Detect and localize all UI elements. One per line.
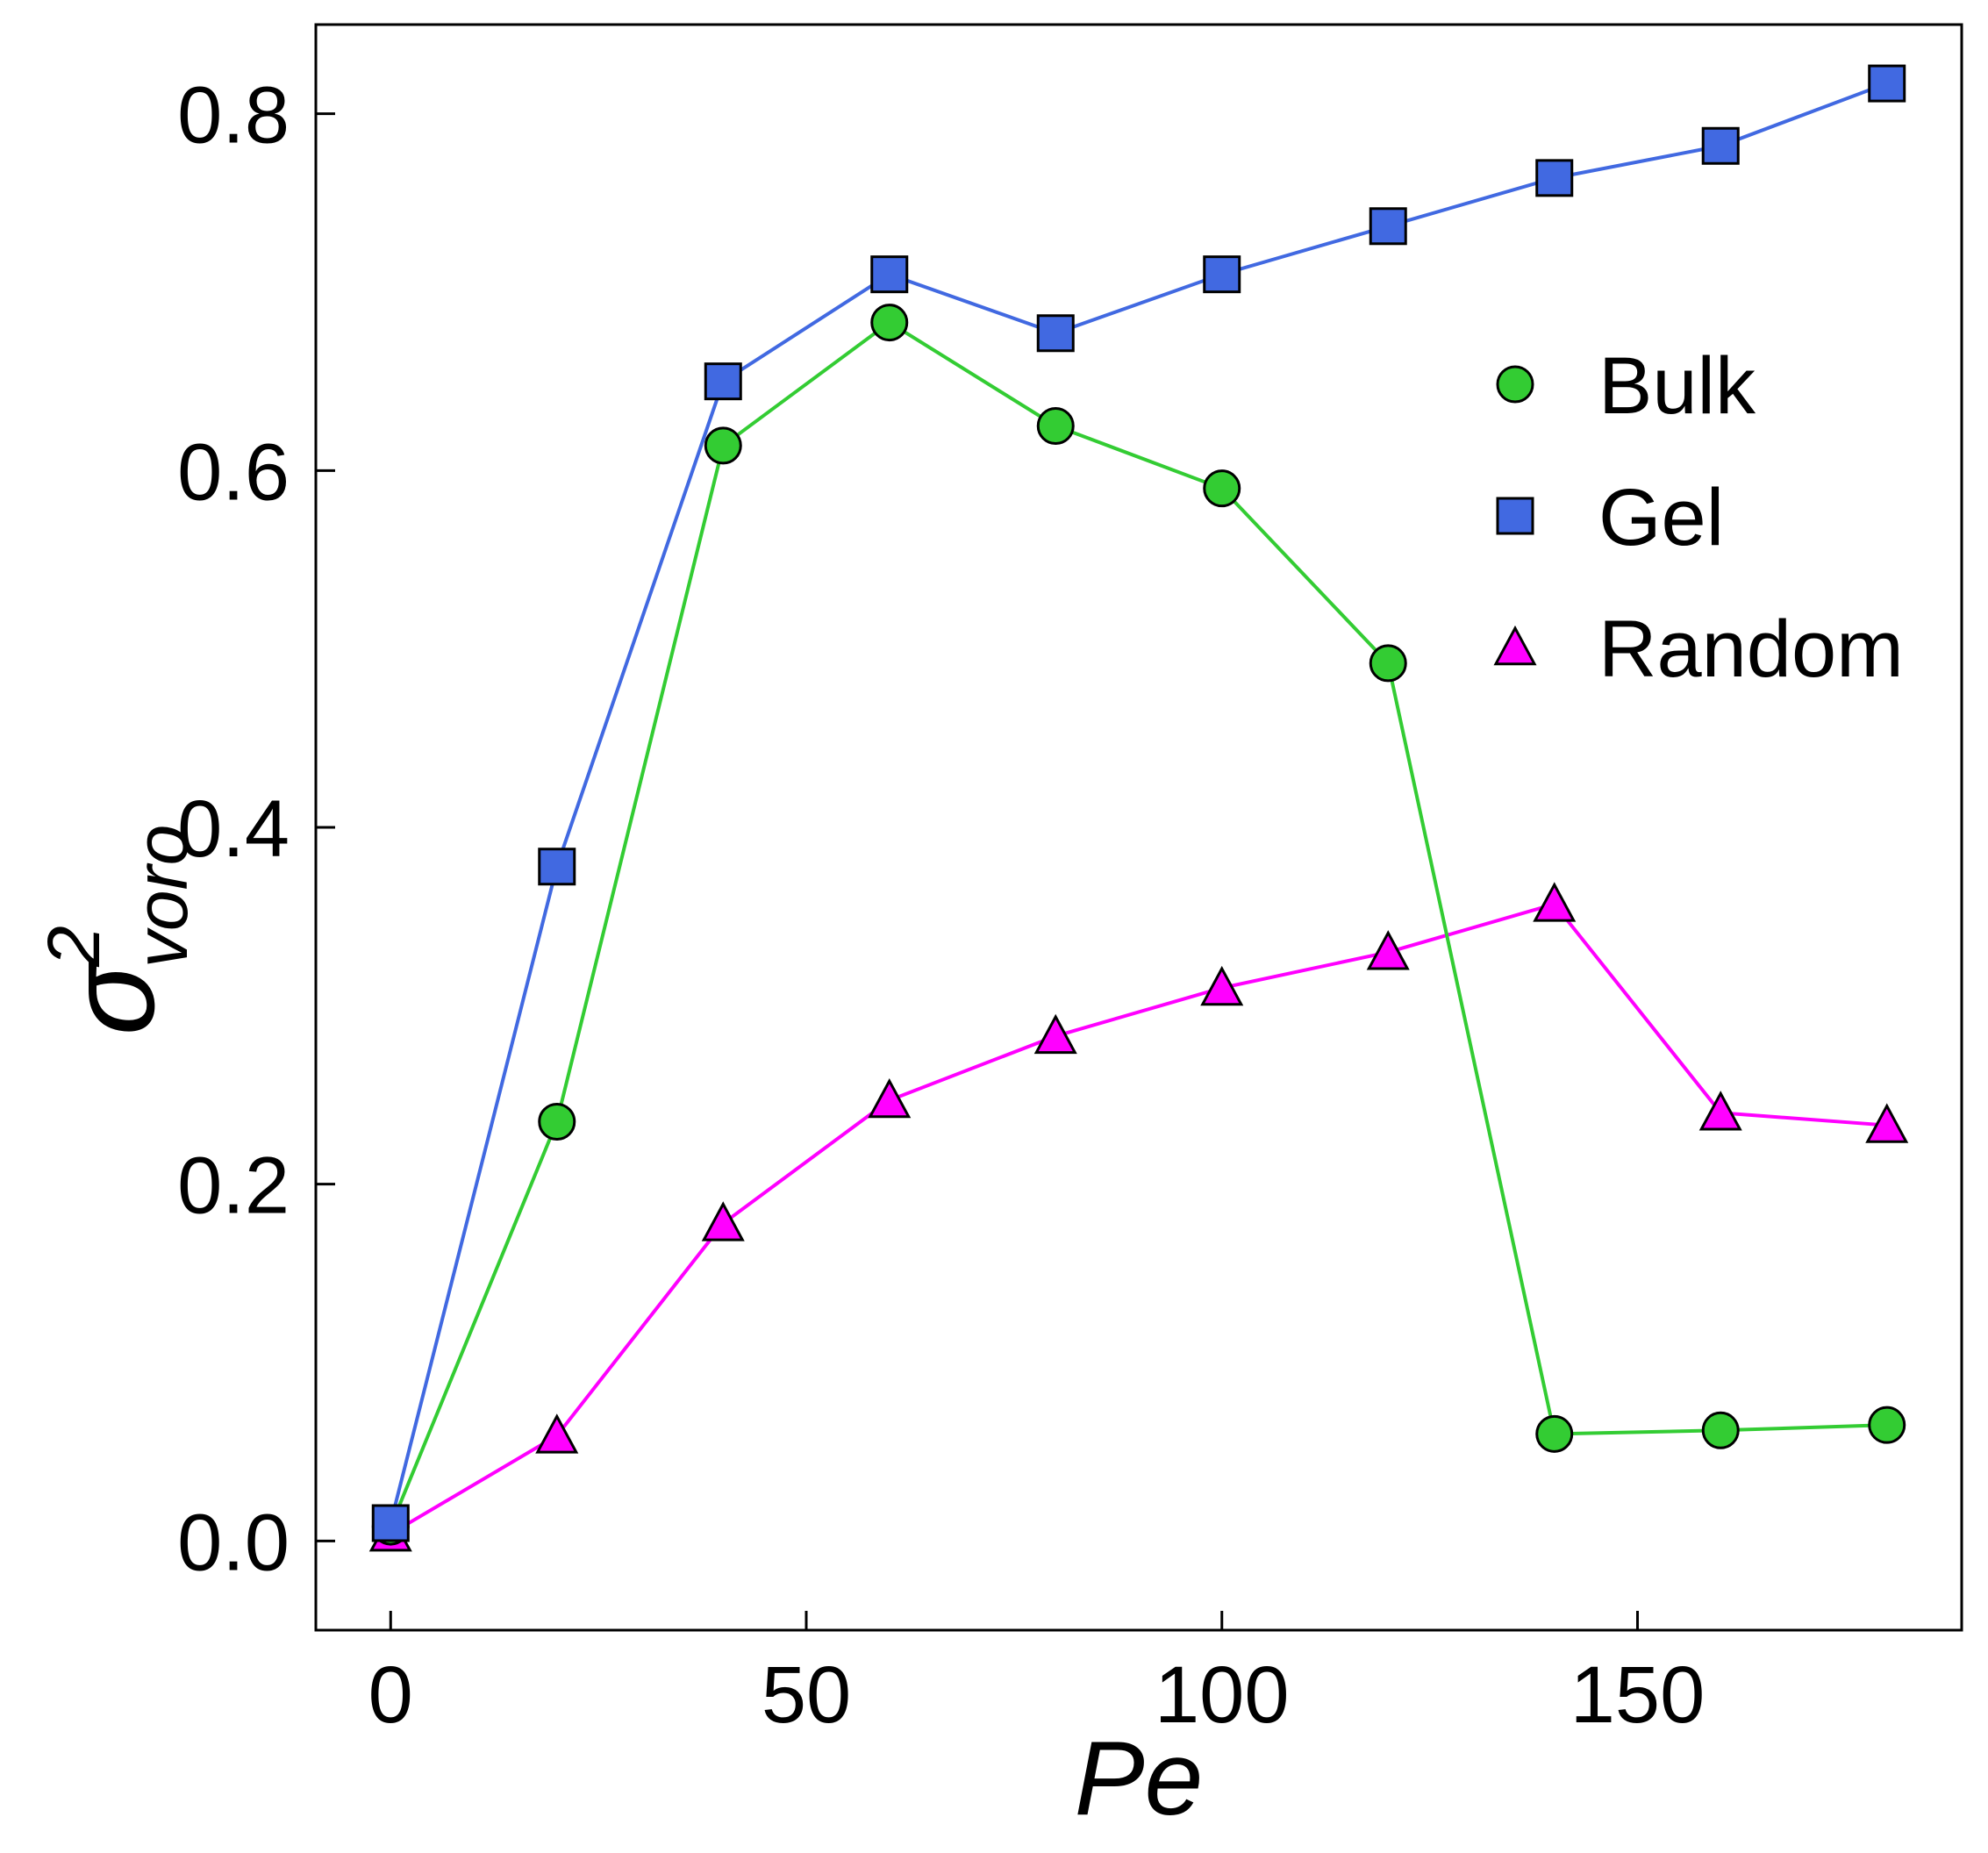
- x-tick-label: 150: [1570, 1650, 1706, 1740]
- series-line-gel: [389, 82, 1888, 1524]
- data-point-random: [1865, 1103, 1909, 1143]
- legend-marker-gel: [1496, 497, 1534, 535]
- data-point-random: [1033, 1013, 1077, 1055]
- data-point-gel: [538, 848, 576, 886]
- data-point-gel: [1535, 159, 1574, 197]
- data-point-gel: [371, 1504, 410, 1542]
- y-axis-title: σ2voro: [32, 825, 203, 1036]
- y-tick-label: 0.2: [177, 1141, 290, 1231]
- data-point-random: [1533, 882, 1577, 922]
- data-point-bulk: [538, 1103, 576, 1141]
- x-tick-label: 100: [1155, 1650, 1290, 1740]
- y-axis-title-base: σ: [42, 957, 180, 1035]
- x-tick-label: 50: [762, 1650, 851, 1740]
- legend-marker-random: [1493, 625, 1537, 666]
- data-point-gel: [1203, 255, 1241, 294]
- series-lines: [389, 82, 1888, 1535]
- legend-label-gel: Gel: [1598, 473, 1724, 562]
- data-point-random: [1698, 1091, 1742, 1131]
- plot-frame: [314, 23, 1963, 1632]
- data-point-random: [535, 1413, 579, 1454]
- data-point-random: [868, 1077, 912, 1119]
- data-point-random: [701, 1201, 745, 1241]
- data-point-random: [1366, 930, 1410, 970]
- y-tick-label: 0.0: [177, 1498, 290, 1587]
- data-point-bulk: [1203, 469, 1241, 508]
- axes: 0 50 100 150 0.0 0.2 0.4 0.6 0.8: [177, 23, 1963, 1740]
- legend-label-bulk: Bulk: [1598, 341, 1756, 431]
- data-point-bulk: [1369, 644, 1407, 683]
- data-point-random: [1200, 965, 1244, 1006]
- data-point-gel: [1868, 64, 1906, 103]
- series-markers: [368, 64, 1909, 1552]
- series-line-random: [390, 902, 1887, 1535]
- data-point-bulk: [1701, 1411, 1740, 1449]
- y-tick-label: 0.8: [177, 71, 290, 161]
- legend-label-random: Random: [1598, 605, 1904, 694]
- y-tick-label: 0.4: [177, 784, 290, 874]
- legend: Bulk Gel Random: [1493, 341, 1904, 694]
- data-point-gel: [1701, 126, 1740, 165]
- data-point-gel: [870, 255, 909, 294]
- data-point-gel: [704, 362, 742, 401]
- series-line-bulk: [389, 320, 1887, 1527]
- x-axis-title: Pe: [1075, 1720, 1204, 1837]
- data-point-bulk: [1535, 1414, 1574, 1453]
- data-point-gel: [1036, 314, 1075, 353]
- y-axis-title-subscript: voro: [120, 825, 203, 968]
- data-point-gel: [1369, 207, 1407, 246]
- data-point-bulk: [1868, 1406, 1906, 1444]
- x-tick-label: 0: [368, 1650, 413, 1740]
- y-tick-label: 0.6: [177, 427, 290, 517]
- y-axis-title-superscript: 2: [32, 926, 115, 968]
- data-point-bulk: [704, 426, 742, 465]
- legend-marker-bulk: [1496, 365, 1534, 404]
- data-point-bulk: [870, 304, 909, 342]
- data-point-bulk: [1036, 407, 1075, 445]
